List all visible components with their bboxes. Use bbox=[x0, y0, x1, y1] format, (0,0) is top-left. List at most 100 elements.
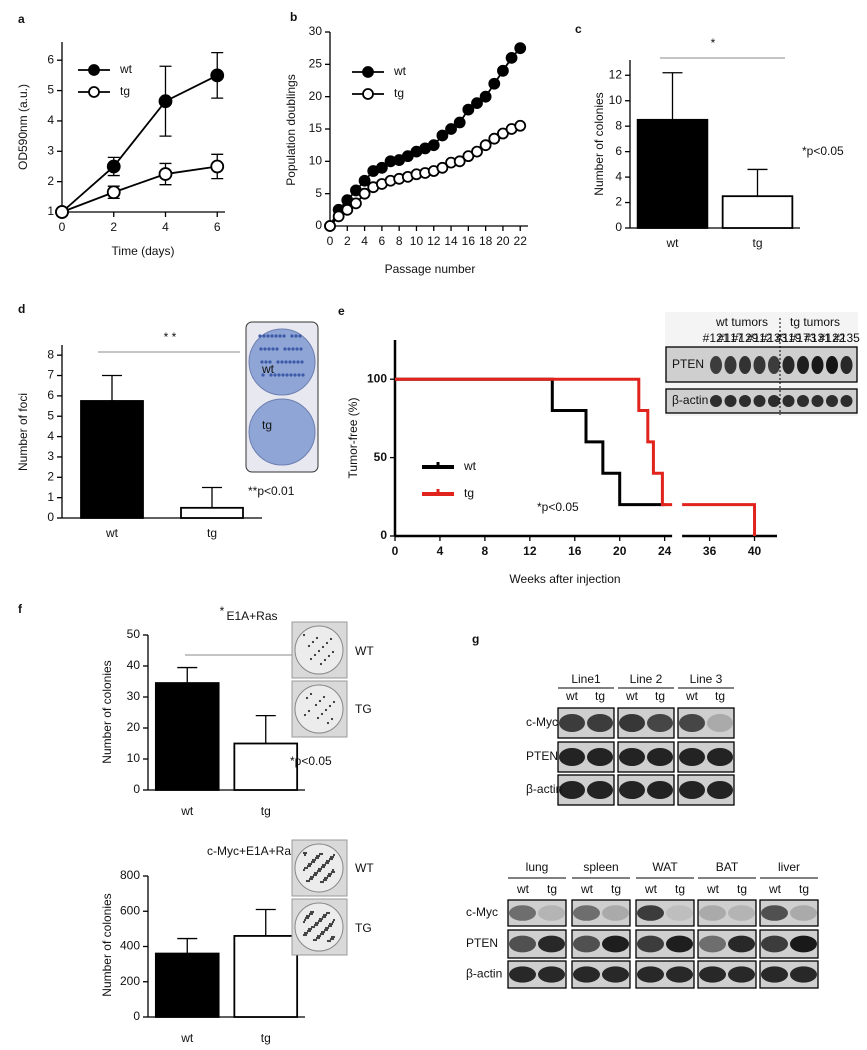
colony bbox=[314, 856, 318, 860]
focus bbox=[269, 373, 273, 377]
data-point bbox=[479, 90, 492, 103]
legend-label: wt bbox=[463, 459, 477, 473]
x-tick-label: 6 bbox=[379, 234, 386, 248]
focus bbox=[282, 334, 286, 338]
annotation: * bbox=[711, 36, 716, 50]
blot-band bbox=[739, 395, 751, 407]
blot-band bbox=[728, 905, 755, 921]
blot-band bbox=[637, 966, 664, 983]
focus bbox=[293, 373, 297, 377]
focus bbox=[284, 360, 288, 364]
data-point bbox=[479, 139, 492, 152]
y-tick-label: 0 bbox=[133, 782, 140, 796]
x-tick-label: 0 bbox=[59, 220, 66, 234]
colony bbox=[331, 868, 335, 872]
colony bbox=[315, 854, 319, 858]
focus bbox=[296, 360, 300, 364]
x-tick-label: 24 bbox=[658, 544, 672, 558]
x-tick-label: 6 bbox=[214, 220, 221, 234]
colony bbox=[308, 877, 312, 881]
genotype-label: tg bbox=[611, 882, 621, 896]
colony bbox=[312, 873, 316, 877]
focus bbox=[262, 334, 266, 338]
colony bbox=[314, 938, 318, 942]
inset-label: tg bbox=[262, 418, 272, 432]
panel-letter: a bbox=[18, 12, 25, 26]
annotation: *p<0.05 bbox=[290, 754, 332, 768]
colony bbox=[324, 861, 328, 865]
data-point bbox=[445, 123, 457, 135]
colony bbox=[326, 874, 330, 878]
colony bbox=[322, 695, 326, 699]
x-tick-label: tg bbox=[261, 804, 271, 818]
sample-id: #117 bbox=[718, 331, 744, 345]
colony bbox=[315, 871, 319, 875]
focus bbox=[288, 360, 292, 364]
colony bbox=[316, 716, 320, 720]
colony bbox=[327, 654, 331, 658]
colony bbox=[311, 640, 315, 644]
blot-band bbox=[753, 356, 766, 374]
data-point bbox=[106, 185, 121, 200]
colony bbox=[330, 922, 334, 926]
colony bbox=[302, 851, 306, 855]
y-axis-label: Number of colonies bbox=[100, 893, 114, 996]
genotype-label: tg bbox=[737, 882, 747, 896]
legend-marker bbox=[362, 88, 374, 100]
colony bbox=[312, 860, 316, 864]
colony bbox=[307, 862, 311, 866]
x-axis-label: Passage number bbox=[385, 262, 476, 276]
genotype-label: tg bbox=[675, 882, 685, 896]
row-label: PTEN bbox=[526, 749, 558, 763]
colony bbox=[325, 876, 329, 880]
focus bbox=[277, 373, 281, 377]
colony bbox=[321, 932, 325, 936]
y-tick-label: 20 bbox=[309, 89, 323, 103]
genotype-label: wt bbox=[644, 882, 658, 896]
colony bbox=[313, 871, 317, 875]
colony bbox=[327, 924, 331, 928]
blot-band bbox=[739, 356, 751, 374]
colony bbox=[316, 869, 320, 873]
x-tick-label: wt bbox=[105, 526, 119, 540]
error-bar bbox=[202, 486, 222, 508]
colony bbox=[320, 917, 324, 921]
colony bbox=[307, 927, 311, 931]
colony bbox=[302, 933, 306, 937]
data-point bbox=[497, 64, 509, 77]
y-axis-label: OD590nm (a.u.) bbox=[16, 84, 30, 170]
data-point bbox=[453, 116, 466, 129]
colony bbox=[309, 927, 313, 931]
y-tick-label: 0 bbox=[615, 220, 622, 234]
colony bbox=[332, 853, 336, 857]
error-bar bbox=[102, 374, 122, 401]
colony bbox=[326, 721, 330, 725]
colony bbox=[320, 712, 324, 716]
blot-band bbox=[811, 395, 824, 407]
blot-band bbox=[724, 395, 737, 407]
panel-letter: d bbox=[18, 302, 25, 316]
blot-band bbox=[811, 356, 824, 374]
blot-band bbox=[666, 905, 693, 921]
focus bbox=[274, 334, 278, 338]
legend-label: tg bbox=[464, 486, 474, 500]
y-tick-label: 4 bbox=[47, 429, 54, 443]
colony bbox=[323, 863, 327, 867]
x-tick-label: 20 bbox=[613, 544, 627, 558]
colony bbox=[322, 878, 326, 882]
y-tick-label: 100 bbox=[367, 371, 387, 385]
focus bbox=[295, 347, 299, 351]
error-bar bbox=[255, 714, 276, 744]
colony bbox=[321, 880, 325, 884]
legend-label: tg bbox=[394, 86, 404, 100]
y-tick-label: 600 bbox=[120, 903, 140, 917]
colony bbox=[319, 662, 323, 666]
colony bbox=[303, 853, 307, 857]
bar bbox=[721, 195, 794, 229]
colony bbox=[332, 870, 336, 874]
colony bbox=[331, 937, 335, 941]
axis-break bbox=[672, 340, 683, 540]
blot-band bbox=[587, 781, 613, 799]
blot-band bbox=[619, 781, 645, 799]
